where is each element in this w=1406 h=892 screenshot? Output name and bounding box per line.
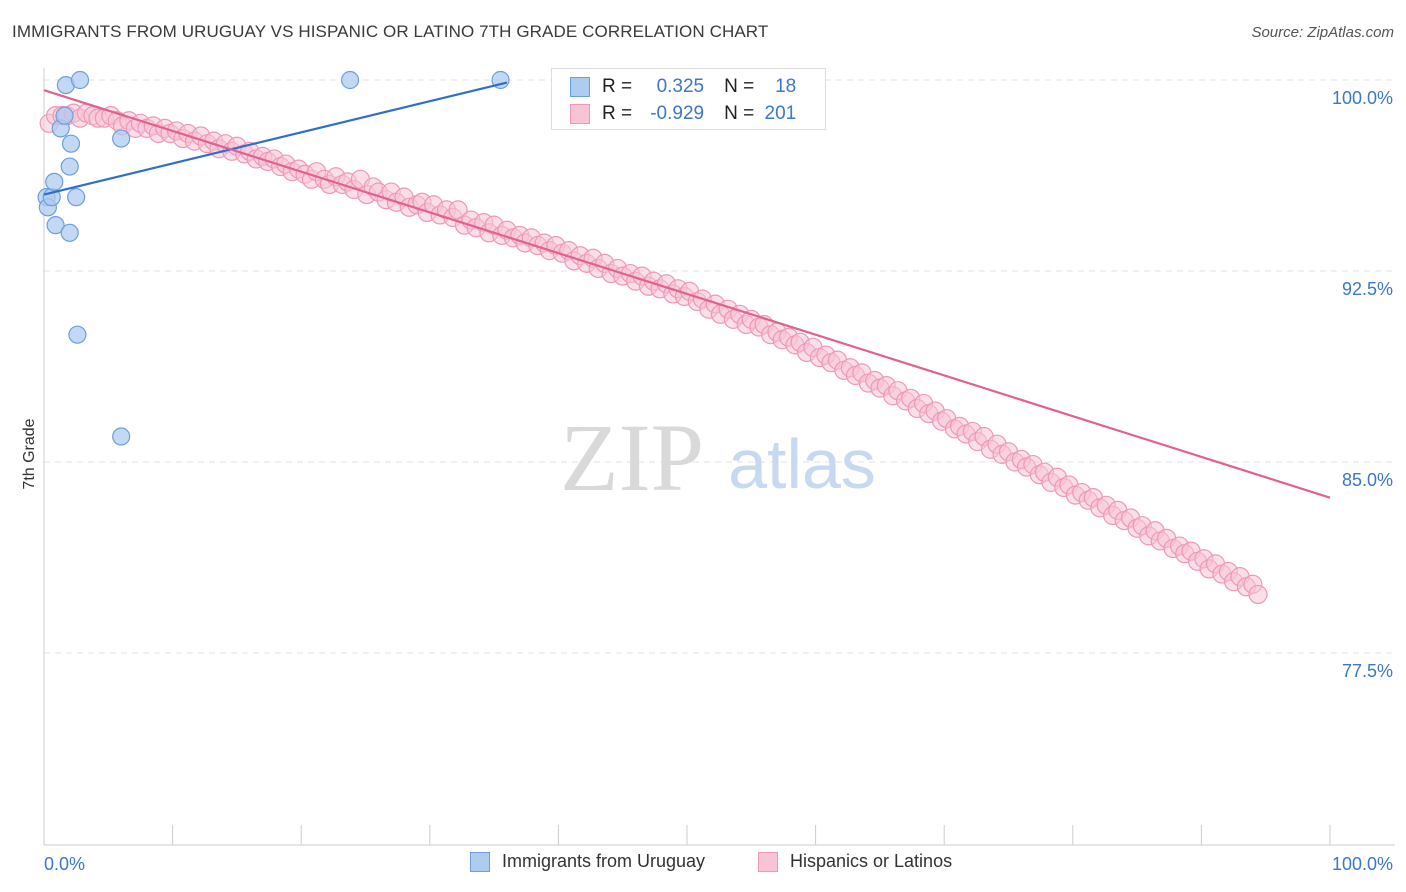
uruguay-point	[55, 106, 74, 125]
uruguay-trend-line	[43, 81, 508, 196]
legend-swatch-blue	[570, 77, 590, 97]
uruguay-point	[45, 172, 64, 191]
watermark-zip: ZIP	[560, 404, 704, 511]
legend-r-value: -0.929	[650, 103, 705, 124]
y-tick-label: 85.0%	[1342, 470, 1393, 490]
x-tick-label: 100.0%	[1332, 854, 1393, 874]
y-tick-label: 100.0%	[1332, 88, 1393, 108]
series-legend: Immigrants from Uruguay Hispanics or Lat…	[0, 851, 1406, 879]
series-label-hispanic: Hispanics or Latinos	[790, 851, 953, 871]
legend-n-label: N =	[724, 103, 755, 124]
tick-labels: 100.0% 92.5% 85.0% 77.5% 0.0% 100.0%	[44, 88, 1393, 874]
uruguay-point	[46, 216, 65, 235]
legend-r-value: 0.325	[656, 76, 705, 97]
hispanic-points	[39, 103, 1268, 605]
series-label-uruguay: Immigrants from Uruguay	[502, 851, 706, 871]
source-label: Source: ZipAtlas.com	[1251, 24, 1394, 41]
uruguay-point	[112, 129, 131, 148]
watermark-atlas: atlas	[728, 425, 876, 503]
uruguay-points	[37, 70, 510, 446]
y-tick-label: 77.5%	[1342, 661, 1393, 681]
series-swatch-blue	[470, 851, 490, 872]
series-swatch-pink	[758, 851, 778, 872]
legend-row-uruguay: R = 0.325 N = 18	[552, 74, 796, 100]
uruguay-point	[61, 134, 81, 153]
legend-row-hispanic: R = -0.929 N = 201	[552, 101, 796, 127]
uruguay-point	[60, 223, 79, 242]
uruguay-point	[340, 70, 360, 90]
uruguay-point	[60, 157, 79, 176]
legend-swatch-pink	[570, 104, 590, 124]
legend-r-label: R =	[602, 76, 633, 97]
y-tick-label: 92.5%	[1342, 279, 1393, 299]
trend-lines	[43, 81, 1331, 499]
uruguay-point	[70, 70, 90, 90]
legend-n-label: N =	[724, 76, 755, 97]
hispanic-trend-line	[43, 89, 1331, 499]
legend-n-value: 18	[775, 76, 797, 97]
chart-title: IMMIGRANTS FROM URUGUAY VS HISPANIC OR L…	[12, 22, 769, 41]
uruguay-point	[67, 188, 86, 207]
legend-n-value: 201	[764, 103, 797, 124]
hispanic-point	[1248, 584, 1268, 605]
uruguay-point	[68, 325, 87, 344]
uruguay-point	[112, 427, 131, 446]
correlation-legend: R = 0.325 N = 18 R = -0.929 N = 201	[551, 68, 826, 130]
x-tick-label: 0.0%	[44, 854, 85, 874]
legend-r-label: R =	[602, 103, 633, 124]
series-legend-uruguay: Immigrants from Uruguay	[470, 851, 705, 872]
axes	[43, 68, 1395, 846]
series-legend-hispanic: Hispanics or Latinos	[758, 851, 952, 872]
